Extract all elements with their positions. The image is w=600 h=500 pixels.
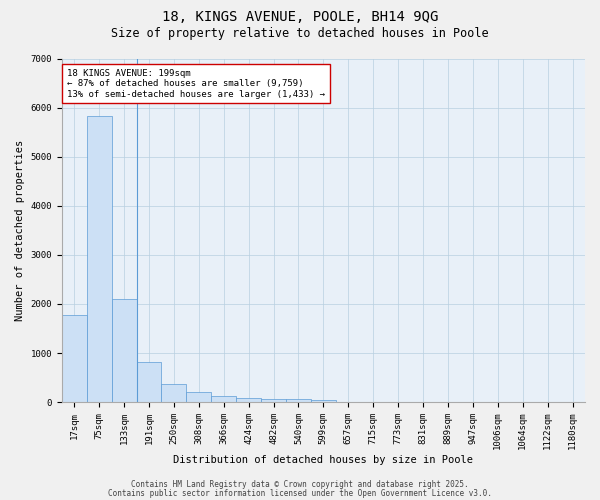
Bar [137, 362, 161, 402]
Bar [261, 398, 286, 402]
Text: 18 KINGS AVENUE: 199sqm
← 87% of detached houses are smaller (9,759)
13% of semi: 18 KINGS AVENUE: 199sqm ← 87% of detache… [67, 69, 325, 98]
Bar [161, 384, 187, 402]
Bar [236, 398, 261, 402]
Bar [211, 396, 236, 402]
Bar [112, 299, 137, 402]
X-axis label: Distribution of detached houses by size in Poole: Distribution of detached houses by size … [173, 455, 473, 465]
Y-axis label: Number of detached properties: Number of detached properties [15, 140, 25, 321]
Bar [311, 400, 336, 402]
Bar [286, 400, 311, 402]
Bar [62, 314, 86, 402]
Text: Size of property relative to detached houses in Poole: Size of property relative to detached ho… [111, 28, 489, 40]
Bar [187, 392, 211, 402]
Bar [86, 116, 112, 402]
Text: Contains public sector information licensed under the Open Government Licence v3: Contains public sector information licen… [108, 488, 492, 498]
Text: Contains HM Land Registry data © Crown copyright and database right 2025.: Contains HM Land Registry data © Crown c… [131, 480, 469, 489]
Text: 18, KINGS AVENUE, POOLE, BH14 9QG: 18, KINGS AVENUE, POOLE, BH14 9QG [162, 10, 438, 24]
